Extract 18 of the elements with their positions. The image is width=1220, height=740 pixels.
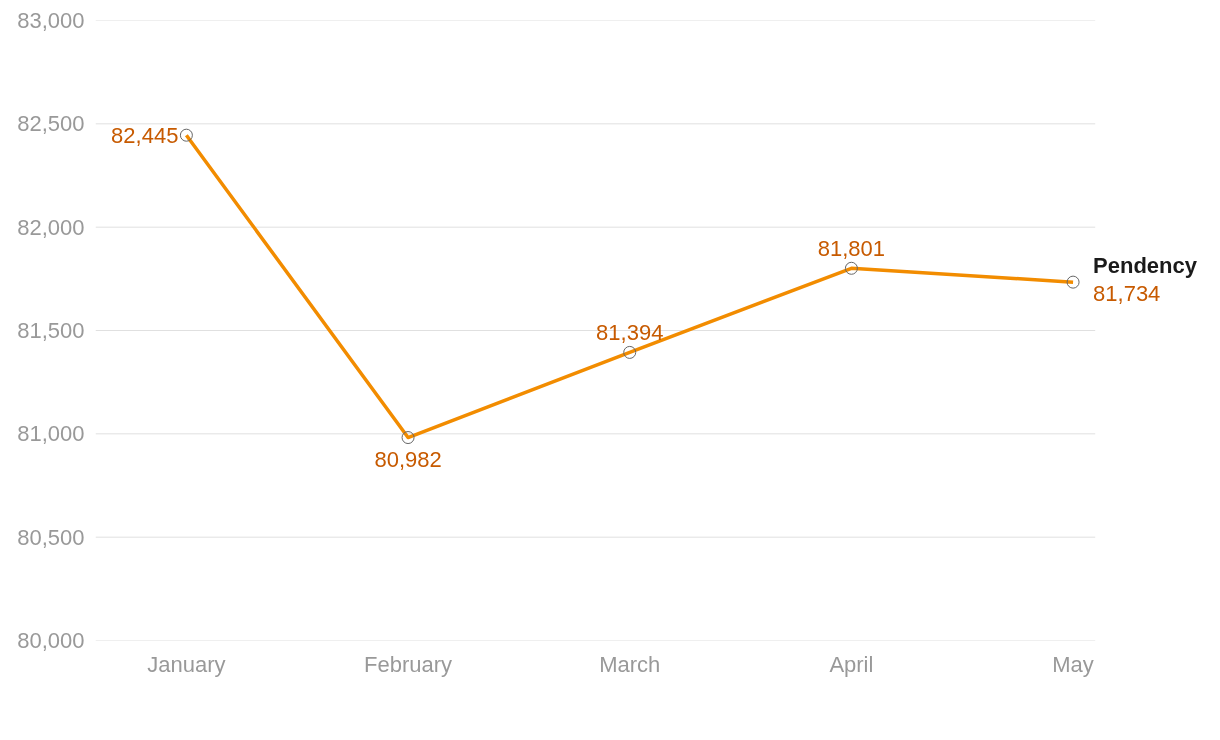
- y-tick-label: 82,000: [17, 214, 85, 240]
- y-tick-label: 80,000: [17, 628, 85, 653]
- x-tick-label: March: [599, 651, 661, 677]
- y-tick-label: 81,500: [17, 318, 85, 343]
- y-tick-label: 80,500: [17, 524, 85, 550]
- data-label: 81,394: [596, 320, 664, 346]
- y-tick-label: 83,000: [17, 8, 85, 33]
- y-tick-label: 81,000: [17, 421, 85, 447]
- data-label: 81,801: [817, 236, 886, 262]
- x-tick-label: April: [829, 651, 874, 677]
- y-tick-label: 82,500: [17, 111, 85, 137]
- series-label: Pendency: [1093, 253, 1198, 279]
- x-tick-label: January: [147, 651, 226, 677]
- data-label: 82,445: [111, 122, 179, 148]
- x-tick-label: February: [364, 651, 453, 677]
- x-tick-label: May: [1052, 651, 1094, 677]
- data-label: 81,734: [1093, 281, 1161, 307]
- data-label: 80,982: [374, 446, 442, 472]
